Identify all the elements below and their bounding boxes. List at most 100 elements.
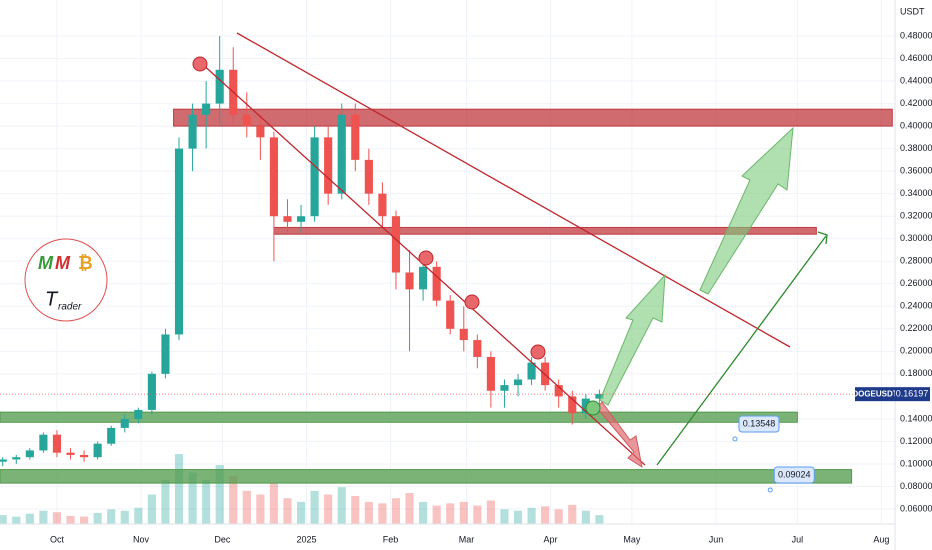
candle-body [364, 159, 373, 194]
level-anchor [767, 487, 773, 493]
candle-body [188, 114, 197, 149]
volume-bar [66, 515, 75, 524]
y-tick-label: 0.12000 [900, 436, 932, 446]
candle-body [378, 193, 387, 217]
volume-bar [269, 483, 278, 524]
marker [585, 400, 601, 416]
candle-body [242, 114, 251, 127]
candle-body [147, 373, 156, 410]
candle-body [351, 114, 360, 160]
zone [0, 411, 798, 423]
green-arrow [599, 273, 666, 406]
candle-body [269, 137, 278, 217]
y-tick-label: 0.44000 [900, 75, 932, 85]
candle-body [446, 300, 455, 329]
y-tick-label: 0.34000 [900, 188, 932, 198]
marker [418, 250, 434, 266]
candle-body [202, 103, 211, 115]
volume-bar [147, 494, 156, 524]
x-tick-label: Nov [133, 534, 150, 544]
volume-bar [378, 503, 387, 524]
marker [192, 56, 208, 72]
axes: 0.06000 0.08000 0.10000 0.12000 0.14000 0.180… [50, 30, 932, 544]
volume-bar [351, 496, 360, 524]
y-tick-label: 0.10000 [900, 458, 932, 468]
y-tick-label: 0.40000 [900, 120, 932, 130]
volume-bar [0, 515, 7, 524]
volume-bar [12, 516, 21, 524]
candle-body [12, 457, 21, 460]
volume-bar [391, 498, 401, 524]
volume-bar [513, 510, 523, 524]
logo-circle [24, 238, 108, 322]
volume-bar [215, 465, 224, 524]
volume-bar [541, 506, 550, 524]
volume-bar [473, 505, 482, 524]
volume-bar [324, 494, 333, 524]
volume-bar [554, 509, 563, 524]
volume-bar [174, 454, 184, 524]
level-box [738, 415, 780, 433]
marker [464, 294, 480, 310]
volume-bar [80, 516, 89, 524]
volume-bar [188, 472, 197, 524]
y-tick-label: 0.20000 [900, 346, 932, 356]
candle-body [324, 137, 333, 194]
y-tick-label: 0.32000 [900, 211, 932, 221]
logo-text: rader [58, 302, 82, 313]
candle-body [337, 114, 346, 194]
volume-bar [527, 507, 536, 524]
volume-bar [446, 503, 455, 524]
candle-body [296, 216, 306, 222]
candle-body [391, 216, 401, 273]
y-tick-label: 0.06000 [900, 503, 932, 513]
candle-body [486, 356, 495, 391]
candle-body [283, 216, 292, 222]
arrow-head [817, 231, 828, 245]
candle-body [310, 137, 319, 217]
volume-bar [405, 493, 414, 524]
y-tick-label: 0.46000 [900, 53, 932, 63]
y-tick-label: 0.26000 [900, 278, 932, 288]
candle-body [0, 459, 7, 462]
volume-bar [568, 504, 577, 524]
candle-body [513, 379, 523, 386]
candle-body [215, 69, 224, 104]
x-tick-label: Oct [50, 534, 65, 544]
y-tick-label: 0.24000 [900, 301, 932, 311]
candle-body [52, 434, 62, 453]
x-tick-label: Jul [792, 534, 804, 544]
volume-bar [500, 509, 509, 524]
volume-bar [52, 512, 62, 524]
candle-body [93, 443, 102, 458]
candle-body [66, 452, 75, 455]
red-arrow [596, 401, 643, 469]
symbol-box [855, 387, 895, 402]
y-tick-label: 0.42000 [900, 98, 932, 108]
volume-bar [419, 501, 428, 524]
zones [0, 108, 893, 484]
y-tick-label: 0.30000 [900, 233, 932, 243]
candle-body [25, 450, 34, 458]
candle-body [568, 396, 577, 414]
zone [173, 108, 893, 127]
candle-body [473, 340, 482, 357]
candle-body [107, 427, 116, 444]
x-tick-label: Dec [214, 534, 231, 544]
volume-bar [107, 509, 116, 524]
drawings [192, 32, 828, 469]
x-tick-label: Feb [383, 534, 399, 544]
y-tick-label: 0.48000 [900, 30, 932, 40]
zone [0, 469, 853, 484]
volume-bar [161, 479, 170, 524]
volume-bar [242, 490, 251, 524]
candle-body [256, 126, 265, 138]
volume-bar [202, 479, 211, 524]
volume-bar [120, 510, 129, 524]
candle-body [134, 409, 143, 419]
candle-body [432, 266, 441, 301]
volume-bar [364, 501, 373, 524]
price-box [895, 387, 930, 402]
